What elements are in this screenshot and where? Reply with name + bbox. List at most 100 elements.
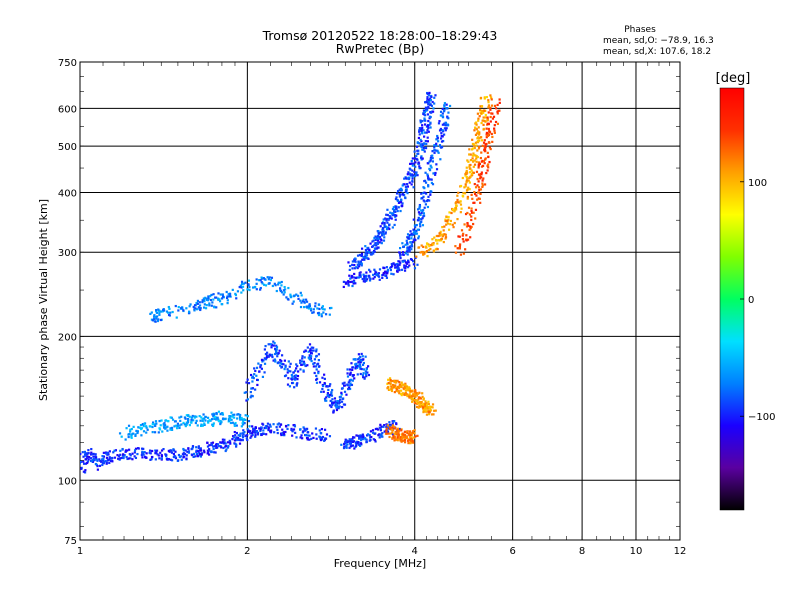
data-point <box>429 126 432 129</box>
data-point <box>303 306 306 309</box>
data-point <box>388 421 391 424</box>
data-point <box>205 297 208 300</box>
data-point <box>313 361 316 365</box>
data-point <box>419 121 422 124</box>
data-point <box>474 208 478 211</box>
data-point <box>433 102 436 105</box>
data-point <box>402 433 405 436</box>
data-point <box>409 440 412 443</box>
data-point <box>410 159 413 163</box>
data-point <box>417 149 420 152</box>
data-point <box>348 274 351 277</box>
data-point <box>461 234 464 237</box>
data-point <box>323 373 326 376</box>
data-point <box>315 368 318 371</box>
data-point <box>248 425 251 428</box>
data-point <box>136 431 139 435</box>
data-point <box>91 460 94 463</box>
data-point <box>280 280 283 284</box>
data-point <box>405 250 408 253</box>
data-point <box>240 291 243 294</box>
data-point <box>158 457 161 460</box>
data-point <box>471 138 474 141</box>
data-point <box>82 460 85 463</box>
data-point <box>413 429 416 432</box>
data-point <box>238 438 241 442</box>
data-point <box>460 229 464 232</box>
data-point <box>424 181 428 184</box>
data-point <box>451 223 454 226</box>
data-point <box>224 445 227 448</box>
data-point <box>187 414 190 417</box>
data-point <box>398 427 401 431</box>
data-point <box>312 436 315 440</box>
data-point <box>379 434 382 437</box>
data-point <box>290 428 293 431</box>
data-point <box>439 137 443 140</box>
data-point <box>396 437 399 440</box>
data-point <box>413 150 416 153</box>
data-point <box>106 451 110 454</box>
data-point <box>182 421 185 425</box>
data-point <box>391 387 394 390</box>
data-point <box>388 223 391 227</box>
data-point <box>382 230 385 233</box>
data-point <box>286 427 289 431</box>
data-point <box>405 435 408 438</box>
data-point <box>463 192 467 195</box>
data-point <box>468 188 471 191</box>
data-point <box>386 270 389 273</box>
data-point <box>464 183 467 186</box>
data-point <box>488 141 491 144</box>
data-point <box>204 419 207 422</box>
data-point <box>423 110 426 113</box>
data-point <box>408 181 411 184</box>
data-point <box>155 422 158 425</box>
data-point <box>441 115 444 118</box>
data-point <box>86 460 90 463</box>
data-point <box>387 378 390 381</box>
data-point <box>406 253 409 256</box>
data-point <box>98 464 102 467</box>
data-point <box>404 392 407 395</box>
data-point <box>217 419 220 423</box>
data-point <box>243 431 246 434</box>
data-point <box>479 96 483 100</box>
data-point <box>318 381 322 384</box>
data-point <box>386 226 389 229</box>
data-point <box>384 225 387 228</box>
data-point <box>283 285 286 289</box>
data-point <box>248 286 251 289</box>
data-point <box>126 449 129 452</box>
data-point <box>343 442 346 446</box>
data-point <box>356 373 359 376</box>
data-point <box>469 175 472 178</box>
data-point <box>375 237 379 241</box>
data-point <box>95 458 98 461</box>
data-point <box>342 447 346 450</box>
data-point <box>283 359 286 362</box>
data-point <box>481 119 484 122</box>
data-point <box>218 298 221 301</box>
data-point <box>316 312 320 315</box>
data-point <box>429 178 432 181</box>
data-point <box>185 307 188 310</box>
data-point <box>367 365 370 368</box>
data-point <box>120 435 123 438</box>
data-point <box>435 239 438 242</box>
data-point <box>412 399 416 402</box>
data-point <box>396 427 400 430</box>
data-point <box>367 274 371 277</box>
data-point <box>487 106 490 109</box>
data-point <box>348 384 352 387</box>
data-point <box>364 255 367 258</box>
data-point <box>184 449 187 452</box>
data-point <box>394 215 397 218</box>
data-point <box>441 107 444 111</box>
data-point <box>143 422 146 425</box>
data-point <box>445 223 448 226</box>
data-point <box>386 430 390 433</box>
data-point <box>458 235 461 238</box>
data-point <box>428 115 432 118</box>
data-point <box>427 98 431 101</box>
